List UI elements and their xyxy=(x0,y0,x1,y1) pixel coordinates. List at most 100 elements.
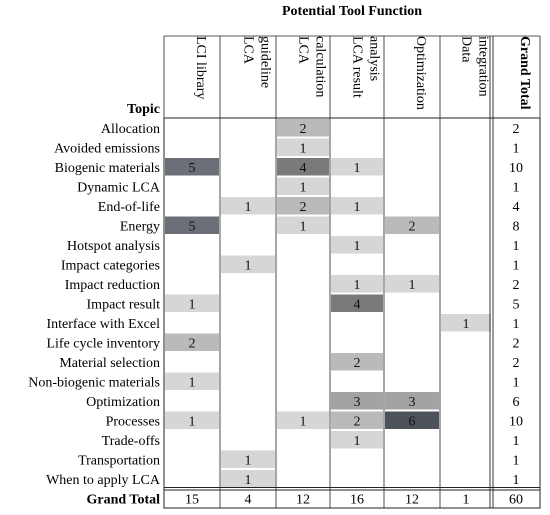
heat-cell-processes-optimization xyxy=(385,411,439,429)
heat-cell-value: 3 xyxy=(409,395,416,410)
heat-cell-energy-lca-calculation xyxy=(277,216,329,234)
heat-cell-value: 1 xyxy=(409,278,416,293)
row-total-processes: 10 xyxy=(509,414,523,429)
column-header-lci-library: LCI library xyxy=(193,36,208,99)
row-header-topic: Topic xyxy=(127,102,160,117)
row-total-end-of-life: 4 xyxy=(513,200,520,215)
heat-cell-impact-reduction-lca-result-analysis xyxy=(331,275,383,293)
heat-cell-value: 2 xyxy=(189,336,196,351)
heat-cell-allocation-lca-calculation xyxy=(277,119,329,137)
row-total-optimization: 6 xyxy=(513,395,520,410)
heat-cell-value: 5 xyxy=(189,161,196,176)
row-label-dynamic-lca: Dynamic LCA xyxy=(77,180,161,195)
heat-cell-interface-with-excel-data-integration xyxy=(441,314,491,332)
heat-cell-value: 6 xyxy=(409,414,416,429)
row-total-avoided-emissions: 1 xyxy=(513,141,520,156)
cells-layer xyxy=(165,119,491,488)
heat-cell-value: 1 xyxy=(245,258,252,273)
heat-cell-value: 2 xyxy=(354,414,361,429)
heat-cell-value: 2 xyxy=(354,356,361,371)
row-total-biogenic-materials: 10 xyxy=(509,161,523,176)
row-label-optimization: Optimization xyxy=(86,395,160,410)
table-border xyxy=(163,117,541,509)
heat-cell-value: 1 xyxy=(189,414,196,429)
heat-cell-value: 1 xyxy=(354,434,361,449)
column-total-lca-guideline: 4 xyxy=(245,492,252,507)
heat-cell-value: 1 xyxy=(189,375,196,390)
row-total-allocation: 2 xyxy=(513,122,520,137)
heat-cell-material-selection-lca-result-analysis xyxy=(331,353,383,371)
row-total-transportation: 1 xyxy=(513,453,520,468)
row-label-non-biogenic-materials: Non-biogenic materials xyxy=(28,375,160,390)
column-total-lci-library: 15 xyxy=(185,492,199,507)
heat-cell-value: 1 xyxy=(300,141,307,156)
heat-cell-avoided-emissions-lca-calculation xyxy=(277,138,329,156)
row-total-energy: 8 xyxy=(513,219,520,234)
heat-cell-optimization-optimization xyxy=(385,392,439,410)
column-header-lca-guideline-line-2: guideline xyxy=(258,36,273,88)
column-header-data-integration-line-2: integration xyxy=(476,36,491,97)
heat-cell-value: 1 xyxy=(245,200,252,215)
heat-cell-when-to-apply-lca-lca-guideline xyxy=(221,470,275,488)
row-total-hotspot-analysis: 1 xyxy=(513,239,520,254)
row-label-impact-result: Impact result xyxy=(87,297,161,312)
heat-cell-value: 1 xyxy=(354,200,361,215)
column-header-lca-result-analysis-line-2: analysis xyxy=(367,36,382,81)
heat-cell-trade-offs-lca-result-analysis xyxy=(331,431,383,449)
heat-cell-value: 4 xyxy=(354,297,361,312)
heat-cell-value: 2 xyxy=(300,200,307,215)
heat-cell-end-of-life-lca-result-analysis xyxy=(331,197,383,215)
heat-cell-biogenic-materials-lca-result-analysis xyxy=(331,158,383,176)
heat-cell-biogenic-materials-lci-library xyxy=(165,158,219,176)
row-total-impact-categories: 1 xyxy=(513,258,520,273)
column-header-lca-calculation-line-1: LCA xyxy=(296,36,311,65)
column-header-lca-calculation-line-2: calculation xyxy=(313,36,328,97)
heat-cell-value: 1 xyxy=(245,473,252,488)
grid-layer xyxy=(163,35,541,509)
row-label-end-of-life: End-of-life xyxy=(98,200,160,215)
heat-cell-transportation-lca-guideline xyxy=(221,450,275,468)
heat-cell-energy-optimization xyxy=(385,216,439,234)
heat-cell-value: 1 xyxy=(354,161,361,176)
row-label-impact-reduction: Impact reduction xyxy=(65,278,160,293)
row-label-material-selection: Material selection xyxy=(59,356,160,371)
heat-cell-value: 1 xyxy=(300,414,307,429)
heat-cell-impact-reduction-optimization xyxy=(385,275,439,293)
heat-cell-impact-categories-lca-guideline xyxy=(221,255,275,273)
heat-cell-processes-lci-library xyxy=(165,411,219,429)
heat-cell-value: 2 xyxy=(300,122,307,137)
heat-cell-value: 1 xyxy=(300,219,307,234)
row-total-impact-reduction: 2 xyxy=(513,278,520,293)
column-total-lca-result-analysis: 16 xyxy=(350,492,364,507)
row-label-interface-with-excel: Interface with Excel xyxy=(47,317,161,332)
heat-cell-value: 5 xyxy=(189,219,196,234)
row-label-when-to-apply-lca: When to apply LCA xyxy=(46,473,161,488)
row-total-life-cycle-inventory: 2 xyxy=(513,336,520,351)
row-total-when-to-apply-lca: 1 xyxy=(513,473,520,488)
heat-cell-end-of-life-lca-calculation xyxy=(277,197,329,215)
heat-cell-impact-result-lca-result-analysis xyxy=(331,294,383,312)
row-label-trade-offs: Trade-offs xyxy=(102,434,160,449)
column-total-lca-calculation: 12 xyxy=(296,492,310,507)
heat-cell-value: 1 xyxy=(354,278,361,293)
row-total-dynamic-lca: 1 xyxy=(513,180,520,195)
heat-cell-value: 1 xyxy=(189,297,196,312)
heat-cell-value: 1 xyxy=(463,317,470,332)
column-header-grand-total: Grand Total xyxy=(517,36,532,110)
row-total-interface-with-excel: 1 xyxy=(513,317,520,332)
row-label-avoided-emissions: Avoided emissions xyxy=(54,141,160,156)
row-total-non-biogenic-materials: 1 xyxy=(513,375,520,390)
row-label-energy: Energy xyxy=(120,219,160,234)
row-label-transportation: Transportation xyxy=(78,453,160,468)
row-total-impact-result: 5 xyxy=(513,297,520,312)
heat-cell-life-cycle-inventory-lci-library xyxy=(165,333,219,351)
labels-layer: LCI library LCA guideline LCA calculation LCA… xyxy=(28,36,532,507)
heat-cell-dynamic-lca-lca-calculation xyxy=(277,177,329,195)
heat-cell-value: 3 xyxy=(354,395,361,410)
heat-cell-impact-result-lci-library xyxy=(165,294,219,312)
row-label-allocation: Allocation xyxy=(101,122,160,137)
heat-cell-hotspot-analysis-lca-result-analysis xyxy=(331,236,383,254)
column-header-data-integration-line-1: Data xyxy=(459,36,474,63)
heat-cell-non-biogenic-materials-lci-library xyxy=(165,372,219,390)
